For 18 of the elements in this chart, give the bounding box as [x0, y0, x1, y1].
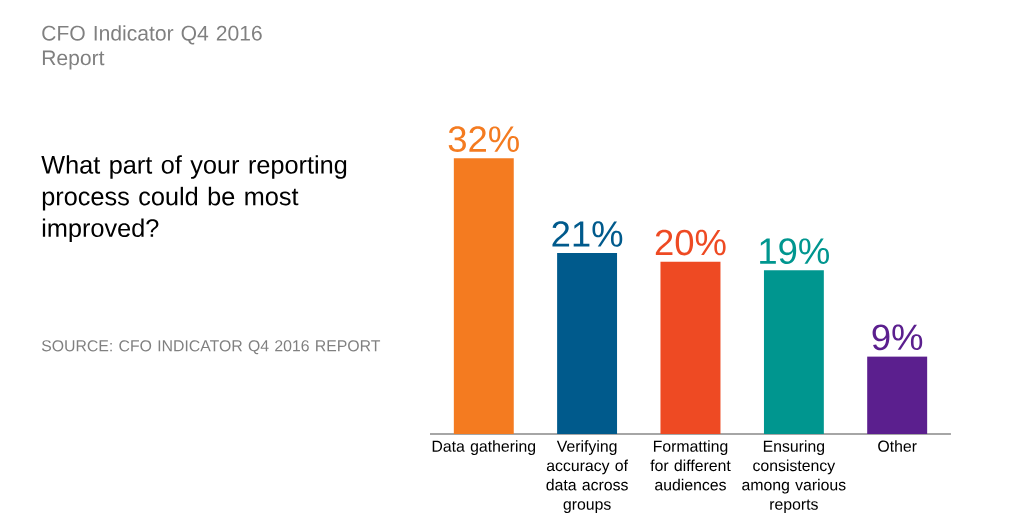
bar — [557, 253, 618, 435]
source-note: SOURCE: CFO INDICATOR Q4 2016 REPORT — [41, 340, 381, 355]
x-tick-label: Formatting for different audiences — [650, 440, 731, 491]
bar — [660, 261, 721, 435]
data-label: 20% — [655, 229, 726, 256]
x-tick-label: Data gathering — [432, 440, 536, 456]
data-label: 32% — [448, 126, 519, 153]
x-tick-label: Ensuring consistency among various reports — [742, 440, 846, 514]
bar — [763, 270, 824, 435]
data-label: 9% — [872, 324, 923, 351]
text: CFO Indicator Q4 2016 Report — [42, 25, 262, 70]
data-label: 19% — [760, 238, 829, 265]
bar — [867, 356, 928, 435]
x-tick-label: Other — [878, 440, 917, 452]
x-tick-label: Verifying accuracy of data across groups — [546, 440, 628, 514]
text: What part of your reporting process could be most improved? — [41, 155, 347, 243]
bar — [453, 158, 514, 435]
data-label: 21% — [552, 221, 623, 247]
